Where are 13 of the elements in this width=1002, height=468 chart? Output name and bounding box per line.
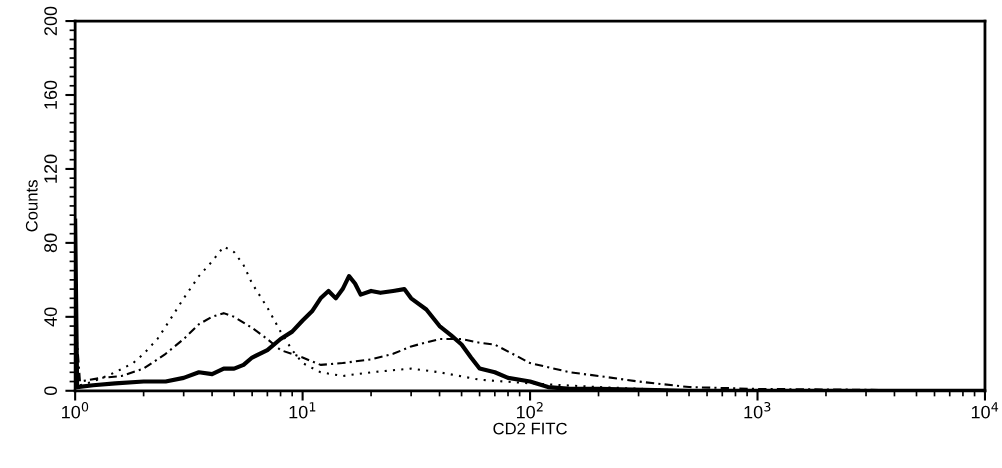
x-tick-label: 10$^{1}$ — [289, 402, 316, 419]
x-tick-label: 10$^{3}$ — [744, 402, 771, 419]
y-tick-label: 200 — [44, 6, 57, 36]
y-tick-label: 0 — [44, 386, 57, 396]
y-tick-label: 120 — [44, 154, 57, 183]
x-tick-label: 10$^{2}$ — [516, 402, 543, 419]
x-tick-label: 10$^{0}$ — [62, 402, 89, 419]
y-tick-label: 40 — [44, 307, 57, 327]
x-tick-label: 10$^{4}$ — [971, 402, 999, 419]
y-axis-title: Counts — [25, 180, 38, 232]
y-tick-label: 160 — [44, 80, 57, 109]
x-axis-title: CD2 FITC — [493, 422, 567, 435]
y-tick-label: 80 — [44, 233, 57, 253]
